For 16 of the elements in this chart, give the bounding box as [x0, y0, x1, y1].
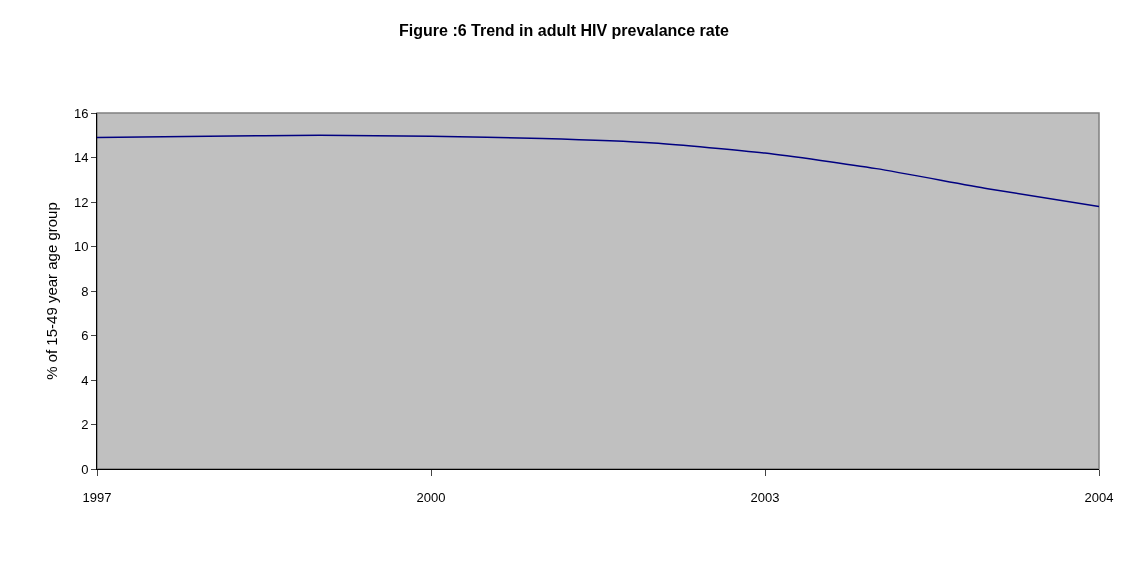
- x-tick-label: 1997: [82, 489, 112, 505]
- y-tick-label: 4: [81, 372, 89, 388]
- y-axis-title: % of 15-49 year age group: [43, 202, 60, 380]
- y-tick-label: 8: [81, 283, 89, 299]
- y-tick-label: 0: [81, 461, 89, 477]
- y-tick-label: 12: [73, 194, 89, 210]
- y-tick-label: 10: [73, 239, 89, 255]
- x-tick-label: 2004: [1084, 489, 1114, 505]
- x-tick-label: 2003: [750, 489, 780, 505]
- y-tick-label: 14: [73, 150, 89, 166]
- y-tick-label: 2: [81, 417, 89, 433]
- line-series: [97, 134, 1099, 208]
- x-tick-label: 2000: [416, 489, 446, 505]
- y-tick-label: 6: [81, 328, 89, 344]
- y-tick-label: 16: [73, 105, 89, 121]
- chart-title: Figure :6 Trend in adult HIV prevalance rate: [399, 22, 730, 40]
